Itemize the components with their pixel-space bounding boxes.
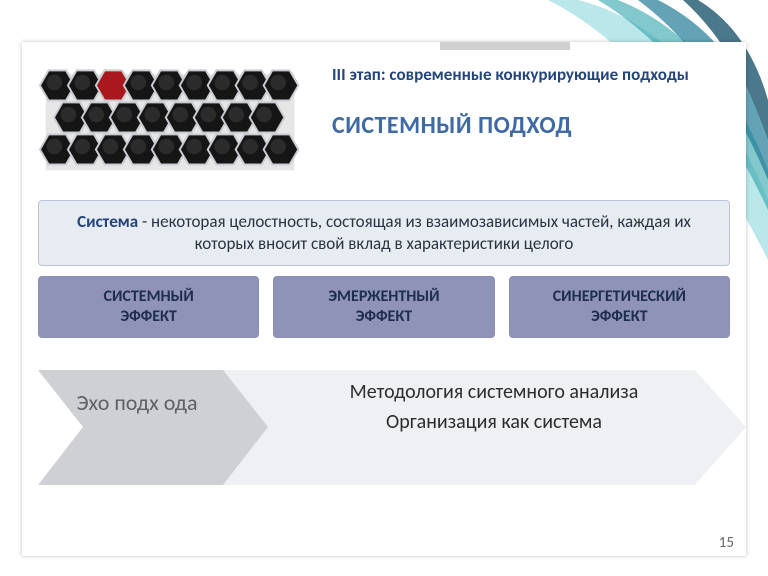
echo-label: Эхо подх ода — [72, 390, 202, 415]
bottom-row: Эхо подх ода Методология системного анал… — [22, 370, 746, 485]
methodology-block: Методология системного анализа Организац… — [272, 380, 716, 434]
definition-box: Система - некоторая целостность, состоящ… — [38, 200, 730, 266]
methodology-line2: Организация как система — [272, 410, 716, 434]
definition-text: - некоторая целостность, состоящая из вз… — [138, 211, 691, 254]
title-block: III этап: современные конкурирующие подх… — [326, 54, 730, 140]
definition-term: Система — [77, 211, 138, 232]
effect-line2: ЭФФЕКТ — [103, 307, 193, 327]
main-title: СИСТЕМНЫЙ ПОДХОД — [332, 111, 730, 140]
slide: III этап: современные конкурирующие подх… — [0, 0, 768, 576]
stage-label: III этап: современные конкурирующие подх… — [332, 64, 730, 85]
content-frame: III этап: современные конкурирующие подх… — [22, 42, 746, 556]
top-accent-bar — [440, 42, 570, 50]
effect-line2: ЭФФЕКТ — [328, 307, 439, 327]
chevron-echo — [38, 370, 268, 485]
effects-row: СИСТЕМНЫЙ ЭФФЕКТ ЭМЕРЖЕНТНЫЙ ЭФФЕКТ СИНЕ… — [38, 276, 730, 338]
effect-synergy: СИНЕРГЕТИЧЕСКИЙ ЭФФЕКТ — [509, 276, 730, 338]
hexagon-graphic — [38, 54, 308, 184]
header: III этап: современные конкурирующие подх… — [22, 42, 746, 194]
effect-line1: СИСТЕМНЫЙ — [103, 287, 193, 307]
effect-line1: ЭМЕРЖЕНТНЫЙ — [328, 287, 439, 307]
effect-emergent: ЭМЕРЖЕНТНЫЙ ЭФФЕКТ — [273, 276, 494, 338]
effect-line2: ЭФФЕКТ — [553, 307, 686, 327]
page-number: 15 — [719, 534, 734, 552]
effect-line1: СИНЕРГЕТИЧЕСКИЙ — [553, 287, 686, 307]
methodology-line1: Методология системного анализа — [272, 380, 716, 404]
effect-system: СИСТЕМНЫЙ ЭФФЕКТ — [38, 276, 259, 338]
